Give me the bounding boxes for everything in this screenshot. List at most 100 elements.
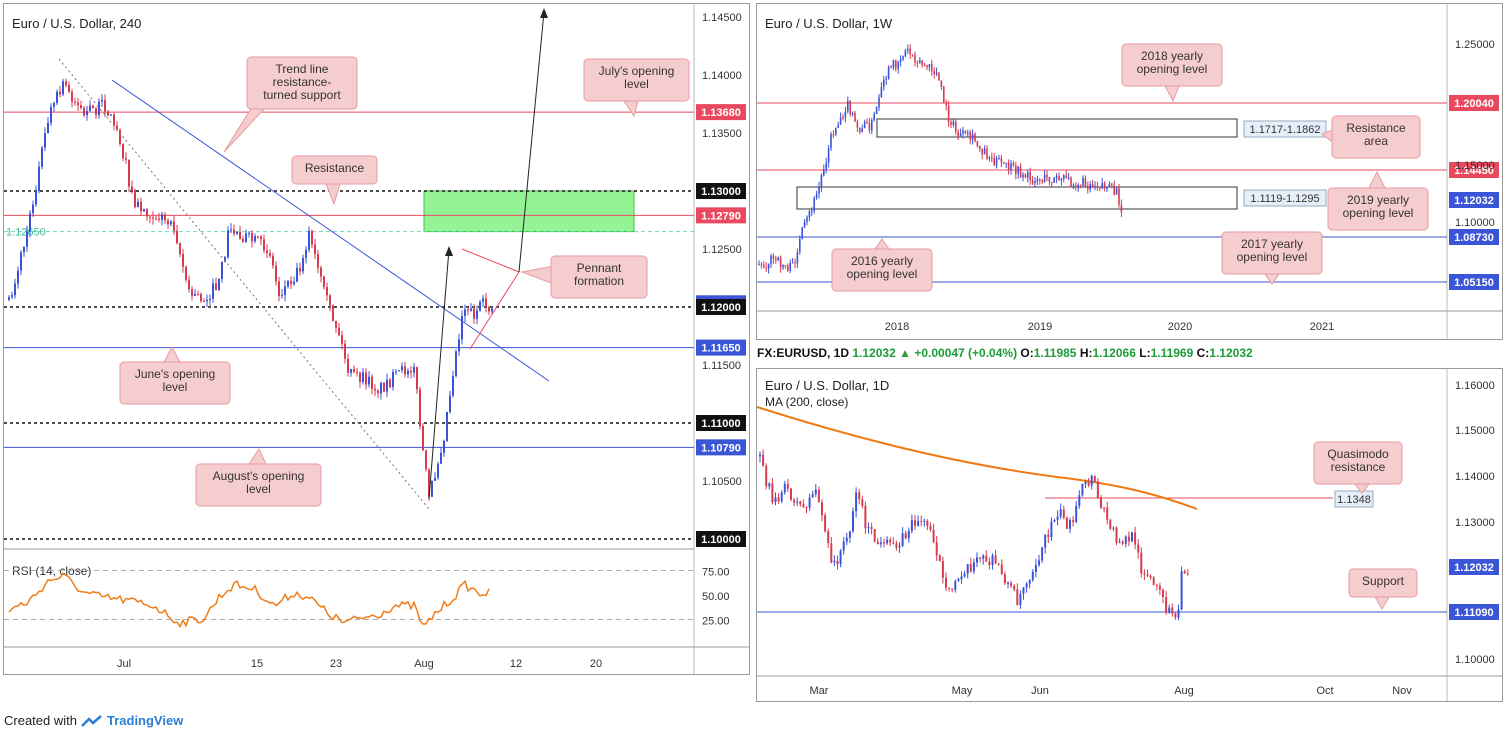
candle-body	[898, 546, 901, 548]
candle-body	[835, 127, 837, 135]
candle-body	[863, 121, 866, 129]
tradingview-logo-icon	[81, 714, 102, 727]
candle-body	[1177, 609, 1180, 618]
candle-body	[1087, 186, 1089, 190]
candle-body	[233, 229, 235, 234]
candle-body	[242, 238, 244, 242]
annotation-2019-pointer	[1368, 170, 1386, 189]
price-tick: 1.12500	[702, 244, 742, 256]
candle-body	[1089, 184, 1091, 190]
candle-body	[921, 60, 923, 65]
candle-body	[971, 134, 974, 140]
annotation-2017: opening level	[1237, 250, 1308, 264]
candle-body	[875, 107, 878, 115]
chart-4h-panel[interactable]: 1.12650 1.14500 1.14000 1.13500 1.12500 1.115…	[3, 3, 750, 675]
candle-body	[161, 214, 163, 220]
candle-body	[428, 469, 430, 497]
candle-body	[251, 233, 253, 242]
candle-body	[758, 264, 760, 266]
candle-body	[140, 201, 142, 212]
annotation-june-pointer	[163, 345, 181, 363]
annotation-august-box	[195, 463, 322, 507]
candle-body	[176, 230, 178, 244]
candle-body	[836, 560, 839, 565]
chart-1d-svg[interactable]: 1.16000 1.15000 1.14000 1.13000 1.10000 1.120…	[757, 369, 1502, 701]
candle-body	[149, 216, 151, 218]
candle-body	[1115, 188, 1118, 195]
annotation-resistance: Resistance	[305, 161, 365, 175]
candle-body	[209, 298, 211, 300]
candle-body	[65, 81, 67, 86]
candle-body	[823, 169, 825, 176]
candle-body	[1112, 527, 1115, 529]
x-tick: 15	[251, 658, 263, 670]
candle-body	[1013, 585, 1016, 590]
chart-1w-panel[interactable]: 1.20040 1.14450 1.12032 1.08730 1.05150 1.250…	[756, 3, 1503, 340]
candle-body	[1165, 597, 1168, 613]
chart-4h-svg[interactable]: 1.12650 1.14500 1.14000 1.13500 1.12500 1.115…	[4, 4, 749, 674]
level-tag: 1.11650	[701, 343, 740, 355]
annotation-trendline-box	[246, 56, 358, 110]
candle-body	[991, 555, 994, 565]
candle-body	[74, 101, 76, 103]
candle-body	[1022, 587, 1025, 594]
candle-body	[901, 533, 904, 547]
candle-body	[1077, 184, 1079, 188]
candle-body	[1034, 181, 1036, 184]
annotation-august-pointer	[248, 447, 267, 465]
candle-body	[910, 520, 913, 531]
candle-body	[825, 162, 827, 170]
level-tag: 1.12032	[1454, 562, 1494, 574]
candle-body	[1127, 536, 1130, 542]
candle-body	[56, 91, 58, 103]
level-tag: 1.08730	[1454, 232, 1494, 244]
candle-body	[407, 370, 409, 375]
candle-body	[1149, 575, 1152, 578]
price-tick: 1.14500	[702, 12, 742, 24]
candle-body	[77, 102, 79, 106]
candle-body	[299, 267, 301, 272]
candle-body	[377, 390, 379, 394]
chart-1d-panel[interactable]: 1.16000 1.15000 1.14000 1.13000 1.10000 1.120…	[756, 368, 1503, 702]
annotation-resistance-pointer	[325, 183, 341, 206]
candle-body	[844, 111, 847, 118]
x-tick: 2018	[885, 321, 909, 333]
candle-body	[1186, 573, 1189, 575]
annotation-july-box	[583, 58, 690, 102]
candle-body	[419, 389, 421, 427]
candle-body	[907, 48, 909, 51]
candle-body	[1031, 180, 1034, 184]
candle-body	[236, 231, 238, 234]
candle-body	[991, 157, 993, 159]
candle-body	[1048, 177, 1051, 182]
dotted-trend-line	[58, 58, 430, 510]
candle-body	[760, 264, 763, 266]
candle-body	[763, 264, 765, 268]
candle-body	[854, 112, 856, 122]
annotation-pennant: Pennant	[577, 261, 622, 275]
chart-1w-svg[interactable]: 1.20040 1.14450 1.12032 1.08730 1.05150 1.250…	[757, 4, 1502, 339]
level-tag: 1.10790	[701, 442, 741, 454]
annotation-2017-box	[1221, 231, 1323, 275]
candle-body	[897, 61, 899, 69]
candle-body	[777, 257, 779, 261]
level-tag-bg	[1449, 274, 1499, 290]
annotation-support: Support	[1362, 574, 1405, 588]
arrow-head-icon	[445, 246, 453, 256]
annotation-pennant-pointer	[520, 265, 555, 285]
candle-body	[1025, 583, 1028, 588]
annotation-2018-box	[1121, 43, 1223, 87]
candle-body	[1010, 582, 1013, 586]
candle-body	[227, 230, 229, 258]
candle-body	[954, 581, 957, 590]
candle-body	[50, 106, 52, 123]
candle-body	[62, 81, 64, 95]
rsi-line	[8, 572, 490, 629]
candle-body	[892, 542, 895, 544]
footer-brand[interactable]: TradingView	[106, 713, 184, 728]
candle-body	[1096, 186, 1099, 188]
candle-body	[38, 166, 40, 192]
candle-body	[1096, 481, 1099, 498]
candle-body	[919, 60, 921, 64]
candle-body	[889, 539, 892, 543]
